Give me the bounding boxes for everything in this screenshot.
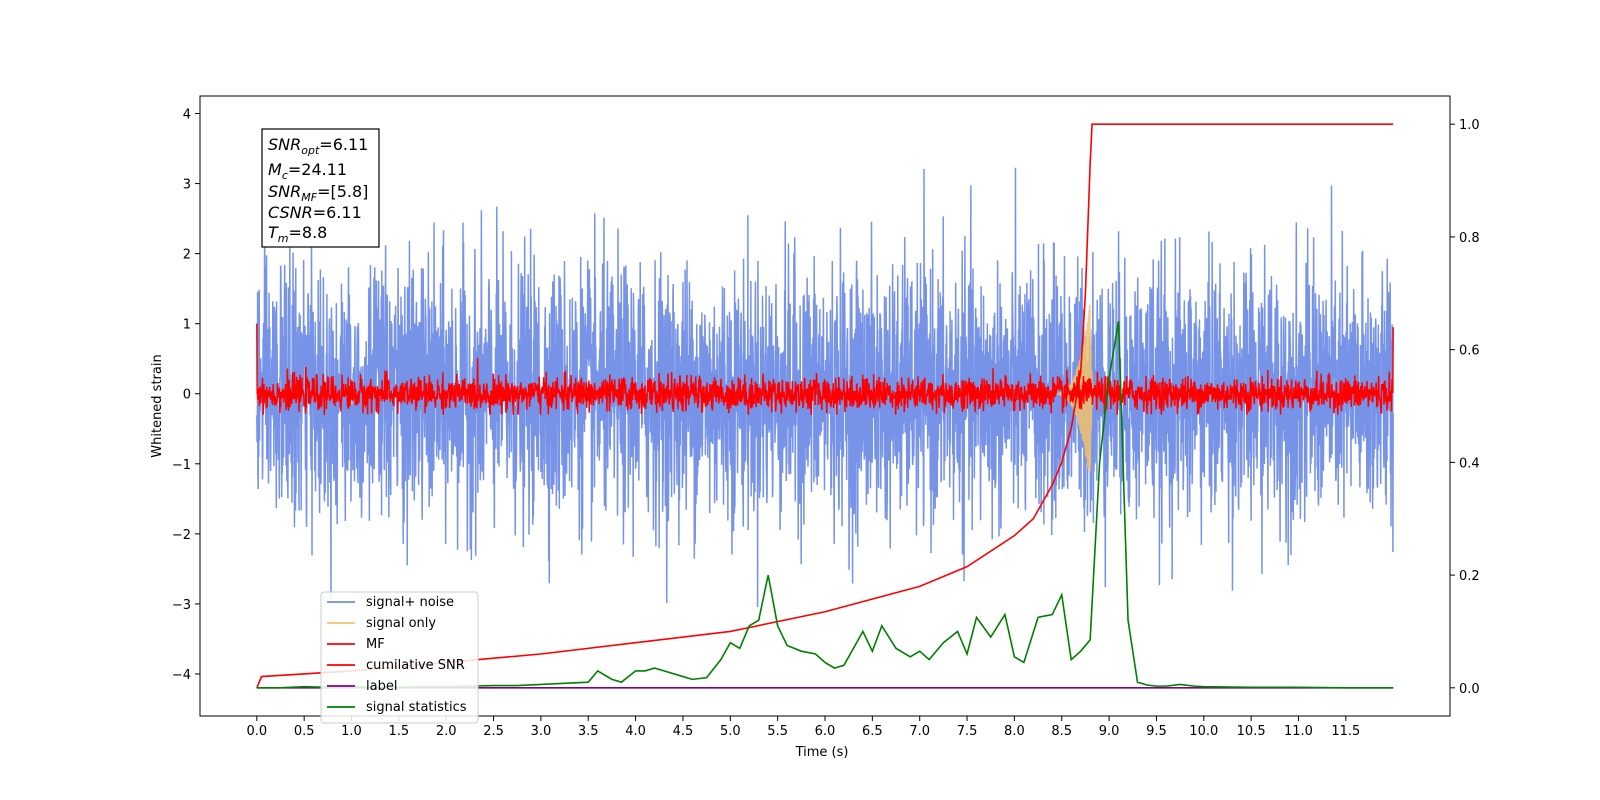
legend-label: MF xyxy=(366,637,385,652)
x-tick-label: 2.0 xyxy=(436,724,457,739)
y-axis-right: 1.0 0.8 0.6 0.4 0.2 0.0 xyxy=(1450,118,1480,697)
series-signal-noise xyxy=(256,167,1394,607)
y-axis-left: 4 3 2 1 0 −1 −2 −3 −4 xyxy=(172,108,200,683)
x-tick-label: 7.0 xyxy=(909,724,930,739)
legend-label: signal+ noise xyxy=(366,595,454,610)
x-tick-label: 6.5 xyxy=(862,724,883,739)
legend: signal+ noise signal only MF cumilative SNR… xyxy=(320,591,479,724)
y-tick-label: 4 xyxy=(183,108,191,123)
info-box: SNRopt=6.11 Mc=24.11 SNRMF=[5.8] CSNR=6.… xyxy=(261,128,380,248)
x-tick-label: 3.5 xyxy=(578,724,599,739)
x-tick-label: 2.5 xyxy=(483,724,504,739)
info-box-frame xyxy=(261,128,380,248)
y-axis-label: Whitened strain xyxy=(150,354,165,457)
series-mf xyxy=(256,323,1394,415)
y-tick-label: 2 xyxy=(183,248,191,263)
series-signal-only xyxy=(1052,304,1096,473)
y-tick-label: −2 xyxy=(172,528,191,543)
y-right-tick-label: 0.8 xyxy=(1459,231,1480,246)
y-tick-label: 0 xyxy=(183,388,191,403)
y-tick-label: −4 xyxy=(172,668,191,683)
x-tick-label: 6.0 xyxy=(815,724,836,739)
x-tick-label: 3.0 xyxy=(531,724,552,739)
y-right-tick-label: 0.6 xyxy=(1459,344,1480,359)
y-tick-label: 3 xyxy=(183,178,191,193)
legend-label: signal statistics xyxy=(366,700,467,715)
x-tick-label: 4.0 xyxy=(625,724,646,739)
x-tick-label: 5.5 xyxy=(767,724,788,739)
info-snr-opt: SNRopt=6.11 xyxy=(268,135,368,157)
y-tick-label: −3 xyxy=(172,598,191,613)
legend-label: label xyxy=(366,679,397,694)
x-tick-label: 11.5 xyxy=(1331,724,1360,739)
series-cumulative-snr xyxy=(256,123,1394,689)
x-tick-label: 8.0 xyxy=(1004,724,1025,739)
x-tick-label: 8.5 xyxy=(1051,724,1072,739)
x-tick-label: 5.0 xyxy=(720,724,741,739)
info-snr-mf: SNRMF=[5.8] xyxy=(268,182,368,204)
series-signal-statistics xyxy=(256,321,1394,689)
y-right-tick-label: 0.2 xyxy=(1459,569,1480,584)
info-csnr: CSNR=6.11 xyxy=(268,203,362,222)
x-tick-label: 0.5 xyxy=(294,724,315,739)
info-tm: Tm=8.8 xyxy=(268,223,327,245)
x-tick-label: 4.5 xyxy=(673,724,694,739)
x-tick-label: 7.5 xyxy=(957,724,978,739)
x-axis: 0.0 0.5 1.0 1.5 2.0 2.5 3.0 3.5 4.0 4.5 5.0 5.5 6.0 6… xyxy=(246,716,1360,739)
legend-label: cumilative SNR xyxy=(366,658,465,673)
y-tick-label: 1 xyxy=(183,318,191,333)
x-tick-label: 9.0 xyxy=(1099,724,1120,739)
legend-label: signal only xyxy=(366,616,436,631)
y-right-tick-label: 1.0 xyxy=(1459,118,1480,133)
y-right-tick-label: 0.0 xyxy=(1459,682,1480,697)
x-tick-label: 0.0 xyxy=(246,724,267,739)
y-tick-label: −1 xyxy=(172,458,191,473)
y-right-tick-label: 0.4 xyxy=(1459,456,1480,471)
info-mc: Mc=24.11 xyxy=(268,160,347,182)
x-axis-label: Time (s) xyxy=(795,745,849,760)
x-tick-label: 1.5 xyxy=(389,724,410,739)
x-tick-label: 1.0 xyxy=(341,724,362,739)
x-tick-label: 9.5 xyxy=(1146,724,1167,739)
x-tick-label: 11.0 xyxy=(1284,724,1313,739)
x-tick-label: 10.5 xyxy=(1237,724,1266,739)
legend-frame xyxy=(320,591,479,724)
x-tick-label: 10.0 xyxy=(1189,724,1218,739)
